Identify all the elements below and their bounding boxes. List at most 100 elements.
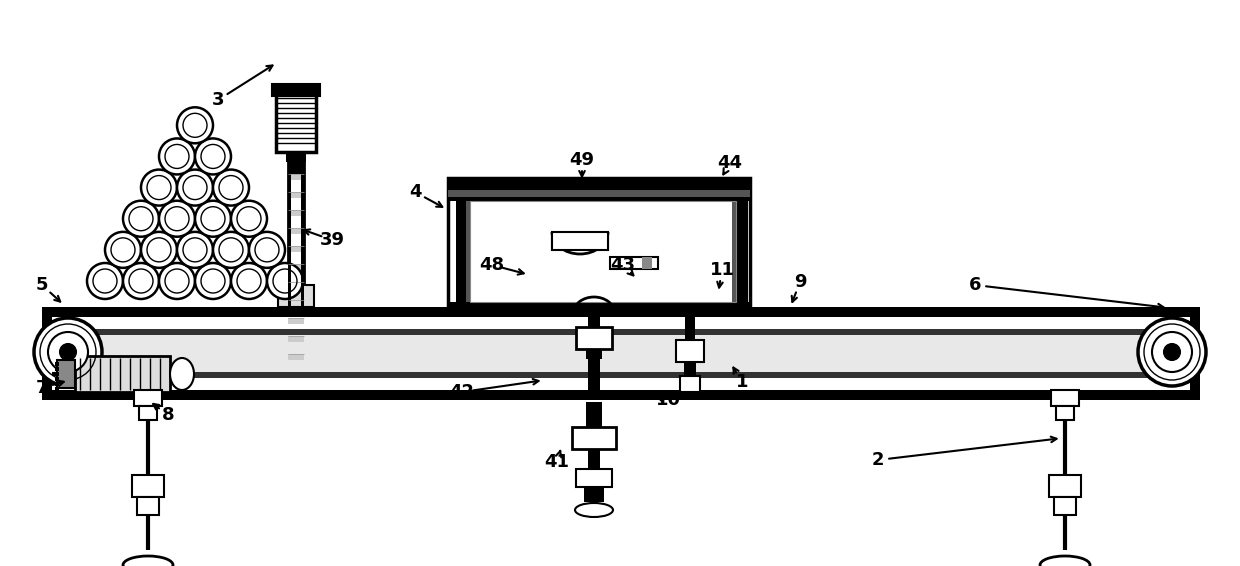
Circle shape (249, 232, 285, 268)
Bar (290, 162, 303, 174)
Bar (288, 228, 304, 234)
Circle shape (123, 201, 159, 237)
Bar (288, 336, 304, 342)
Bar (288, 318, 304, 324)
Circle shape (159, 139, 195, 174)
Bar (684, 362, 696, 376)
Circle shape (123, 263, 159, 299)
Bar (587, 402, 601, 427)
Circle shape (213, 232, 249, 268)
Bar (286, 152, 306, 162)
Circle shape (195, 201, 231, 237)
Ellipse shape (575, 503, 613, 517)
Bar (55, 367, 60, 371)
Bar (1190, 307, 1200, 400)
Bar (55, 362, 60, 366)
Bar (277, 94, 316, 152)
Circle shape (177, 170, 213, 205)
Circle shape (48, 332, 88, 372)
Text: 11: 11 (709, 261, 734, 279)
Circle shape (33, 318, 102, 386)
Ellipse shape (123, 556, 174, 566)
Bar (684, 310, 694, 360)
Bar (288, 354, 304, 360)
Bar (610, 257, 658, 269)
Circle shape (231, 263, 267, 299)
Text: 39: 39 (320, 231, 345, 249)
Bar (288, 154, 304, 307)
Bar (680, 376, 701, 392)
Circle shape (1164, 344, 1180, 360)
Text: 6: 6 (968, 276, 981, 294)
Bar (456, 201, 466, 302)
Bar (42, 307, 1200, 317)
Text: 10: 10 (656, 391, 681, 409)
Circle shape (195, 139, 231, 174)
Text: 44: 44 (718, 154, 743, 172)
Circle shape (267, 263, 303, 299)
Circle shape (213, 170, 249, 205)
Text: 2: 2 (872, 451, 884, 469)
Bar (288, 174, 304, 180)
Bar (742, 201, 748, 302)
Bar (55, 377, 60, 381)
Bar (42, 307, 52, 400)
Text: 9: 9 (794, 273, 806, 291)
Bar (642, 257, 652, 269)
Bar (448, 302, 750, 310)
Circle shape (141, 170, 177, 205)
Bar (1052, 390, 1079, 406)
Bar (288, 156, 304, 162)
Bar (288, 264, 304, 270)
Text: 41: 41 (544, 453, 569, 471)
Bar (55, 372, 60, 376)
Bar (470, 201, 737, 302)
Circle shape (159, 263, 195, 299)
Bar (587, 349, 601, 359)
Bar (42, 390, 1200, 400)
Bar (55, 382, 60, 386)
Bar (1056, 406, 1074, 420)
Bar (278, 285, 314, 307)
Bar (139, 406, 157, 420)
Bar (577, 327, 613, 349)
Bar (131, 475, 164, 497)
Ellipse shape (170, 358, 193, 390)
Bar (74, 356, 170, 392)
Bar (52, 329, 1190, 335)
Bar (588, 310, 600, 390)
Bar (676, 340, 704, 362)
Circle shape (60, 344, 76, 360)
Text: 4: 4 (409, 183, 422, 201)
Bar (448, 197, 750, 201)
Bar (52, 335, 1190, 372)
Bar (588, 449, 600, 469)
Text: 7: 7 (36, 379, 48, 397)
Bar (134, 390, 162, 406)
Text: 8: 8 (161, 406, 175, 424)
Circle shape (177, 108, 213, 143)
Bar (288, 300, 304, 306)
Bar (470, 201, 737, 302)
Bar (584, 487, 604, 502)
Bar (572, 427, 616, 449)
Bar (552, 232, 608, 250)
Text: 43: 43 (610, 256, 635, 274)
Ellipse shape (1040, 556, 1090, 566)
Bar (136, 497, 159, 515)
Bar (288, 192, 304, 198)
Bar (1049, 475, 1081, 497)
Circle shape (105, 232, 141, 268)
Bar (737, 201, 742, 302)
Bar (57, 360, 74, 388)
Bar (272, 84, 320, 96)
Bar (732, 201, 737, 302)
Circle shape (195, 263, 231, 299)
Bar (448, 178, 750, 310)
Bar (52, 372, 1190, 378)
Text: 3: 3 (212, 91, 224, 109)
Circle shape (1152, 332, 1192, 372)
Circle shape (141, 232, 177, 268)
Bar (52, 317, 1190, 390)
Bar (448, 178, 750, 190)
